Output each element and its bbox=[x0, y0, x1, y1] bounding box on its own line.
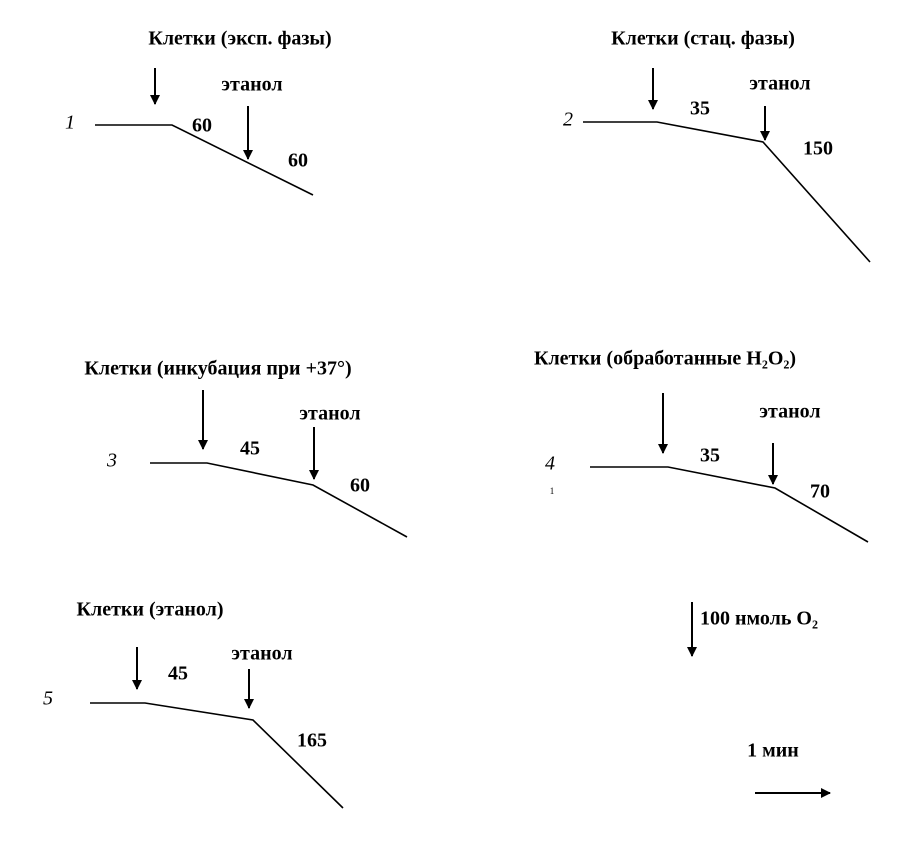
ethanol-label: этанол bbox=[759, 401, 820, 423]
trace bbox=[90, 702, 344, 809]
panel-title: Клетки (стац. фазы) bbox=[611, 28, 795, 50]
footnote-mark: 1 bbox=[550, 486, 555, 496]
trace-number: 3 bbox=[106, 450, 117, 472]
ethanol-label: этанол bbox=[299, 403, 360, 425]
trace-number: 1 bbox=[65, 112, 75, 134]
rate-label: 60 bbox=[350, 475, 370, 497]
rate-label: 150 bbox=[803, 138, 833, 160]
rate-label: 70 bbox=[810, 481, 830, 503]
rate-label: 60 bbox=[192, 115, 212, 137]
trace bbox=[590, 466, 869, 543]
rate-label: 35 bbox=[690, 98, 710, 120]
trace-number: 2 bbox=[563, 109, 573, 131]
scale-label-vertical: 100 нмоль O₂ bbox=[700, 608, 818, 630]
rate-label: 60 bbox=[288, 150, 308, 172]
panel-title: Клетки (инкубация при +37°) bbox=[84, 358, 351, 380]
trace-number: 5 bbox=[43, 688, 53, 710]
rate-label: 45 bbox=[240, 438, 260, 460]
rate-label: 165 bbox=[297, 730, 327, 752]
panel-title: Клетки (эксп. фазы) bbox=[148, 28, 331, 50]
trace bbox=[150, 462, 408, 538]
scale-label-horizontal: 1 мин bbox=[747, 740, 799, 762]
trace-number: 4 bbox=[545, 453, 555, 475]
ethanol-label: этанол bbox=[231, 643, 292, 665]
rate-label: 45 bbox=[168, 663, 188, 685]
rate-label: 35 bbox=[700, 445, 720, 467]
ethanol-label: этанол bbox=[221, 74, 282, 96]
panel-title: Клетки (обработанные H₂O₂) bbox=[534, 348, 796, 370]
panel-title: Клетки (этанол) bbox=[77, 599, 224, 621]
ethanol-label: этанол bbox=[749, 73, 810, 95]
trace bbox=[583, 121, 871, 263]
trace bbox=[95, 124, 314, 196]
